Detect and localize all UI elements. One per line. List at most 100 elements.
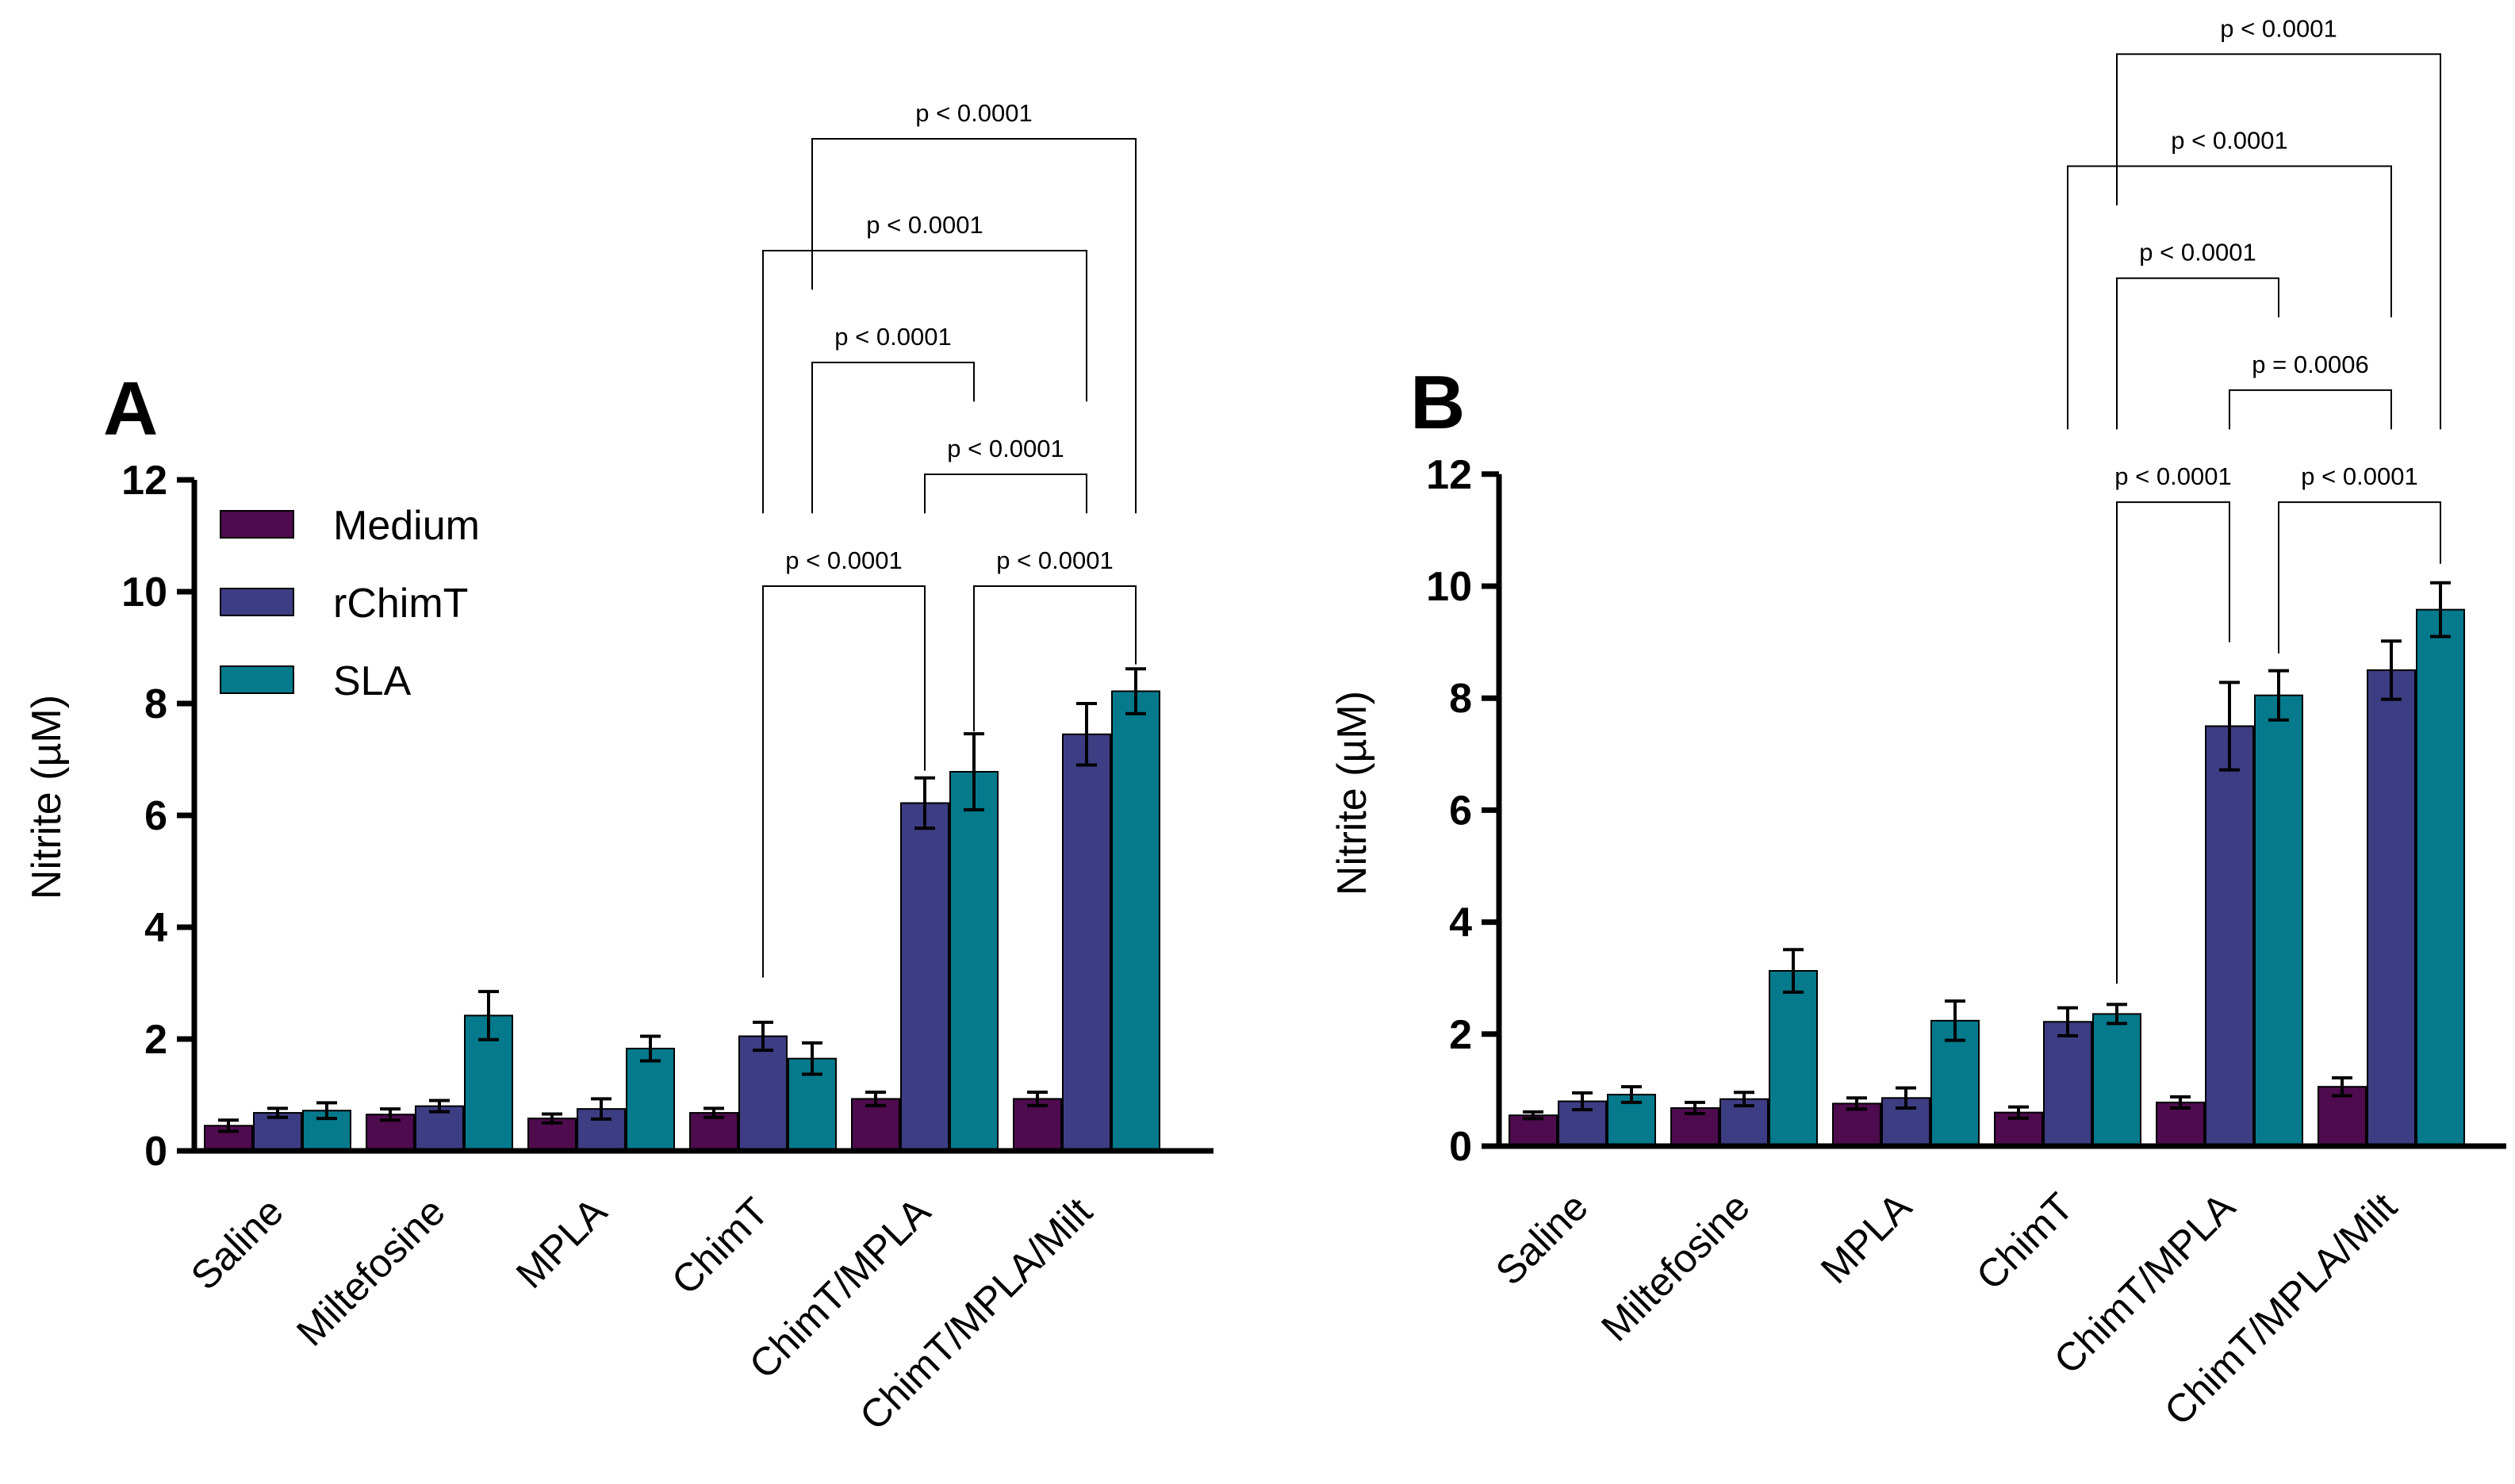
y-tick-label: 12 — [1426, 452, 1472, 498]
error-bar-chimt-mpla-milt-medium — [1027, 1090, 1048, 1107]
error-bar-chimt-mpla-milt-sla — [1125, 667, 1146, 715]
bar-chimt-mpla-rchimt — [2205, 725, 2254, 1147]
y-axis-title: Nitrite (µM) — [24, 695, 70, 899]
significance-bracket — [973, 585, 1137, 732]
error-bar-miltefosine-medium — [1685, 1100, 1705, 1116]
panel-letter: B — [1410, 360, 1465, 445]
y-axis-title: Nitrite (µM) — [1329, 691, 1375, 895]
significance-bracket — [2067, 165, 2392, 430]
significance-bracket — [2116, 501, 2230, 984]
category-label-saline: Saline — [182, 1189, 292, 1298]
y-tick-label: 12 — [121, 458, 167, 504]
error-bar-chimt-mpla-medium — [2170, 1095, 2191, 1110]
bar-chimt-sla — [788, 1057, 837, 1152]
bar-saline-rchimt — [253, 1112, 302, 1152]
significance-bracket — [2116, 53, 2441, 430]
category-label-miltefosine: Miltefosine — [288, 1189, 454, 1355]
legend: Medium rChimT SLA — [220, 503, 480, 704]
bar-chimt-mpla-medium — [2156, 1101, 2205, 1148]
significance-bracket — [2116, 277, 2279, 430]
error-bar-chimt-mpla-sla — [964, 732, 984, 811]
p-value-label: p < 0.0001 — [785, 546, 902, 574]
bar-mpla-sla — [626, 1047, 675, 1152]
p-value-label: p < 0.0001 — [947, 435, 1064, 462]
error-bar-chimt-rchimt — [2057, 1006, 2078, 1037]
p-value-label: p < 0.0001 — [866, 211, 983, 239]
error-bar-miltefosine-sla — [478, 990, 499, 1041]
error-bar-chimt-mpla-rchimt — [2219, 681, 2240, 772]
error-bar-chimt-sla — [2107, 1003, 2127, 1026]
p-value-label: p < 0.0001 — [915, 99, 1032, 127]
error-bar-chimt-mpla-sla — [2268, 669, 2289, 722]
legend-label-rchimt: rChimT — [333, 581, 468, 627]
category-label-saline: Saline — [1487, 1184, 1597, 1294]
p-value-label: p < 0.0001 — [834, 323, 951, 351]
error-bar-chimt-sla — [802, 1041, 822, 1076]
error-bar-saline-sla — [1621, 1085, 1642, 1104]
p-value-label: p = 0.0006 — [2252, 351, 2368, 378]
p-value-label: p < 0.0001 — [2114, 462, 2231, 490]
bar-saline-medium — [1509, 1114, 1558, 1148]
y-tick-label: 0 — [144, 1129, 167, 1175]
bar-chimt-sla — [2092, 1013, 2141, 1148]
error-bar-saline-rchimt — [267, 1106, 288, 1119]
bar-chimt-mpla-sla — [949, 771, 999, 1152]
legend-swatch-medium — [220, 510, 294, 539]
bar-chimt-mpla-sla — [2254, 694, 2303, 1147]
p-value-label: p < 0.0001 — [996, 546, 1113, 574]
bar-chimt-mpla-milt-rchimt — [1062, 733, 1111, 1152]
bar-chimt-mpla-milt-rchimt — [2367, 669, 2416, 1147]
bar-chimt-mpla-milt-sla — [2416, 608, 2465, 1147]
significance-bracket — [762, 585, 926, 978]
error-bar-mpla-rchimt — [1896, 1086, 1916, 1110]
y-tick-label: 2 — [144, 1017, 167, 1063]
error-bar-saline-sla — [316, 1101, 337, 1121]
error-bar-chimt-mpla-milt-rchimt — [2381, 639, 2402, 701]
error-bar-chimt-mpla-medium — [865, 1090, 886, 1107]
error-bar-chimt-rchimt — [753, 1020, 773, 1053]
category-label-miltefosine: Miltefosine — [1593, 1184, 1758, 1350]
error-bar-saline-rchimt — [1572, 1091, 1593, 1112]
category-label-mpla: MPLA — [1812, 1184, 1920, 1292]
significance-bracket — [924, 473, 1087, 514]
error-bar-mpla-sla — [640, 1034, 661, 1063]
bar-miltefosine-sla — [1769, 970, 1818, 1147]
legend-label-medium: Medium — [333, 503, 480, 549]
y-tick-label: 4 — [144, 905, 167, 951]
y-tick-label: 4 — [1449, 900, 1472, 946]
bar-chimt-rchimt — [2043, 1021, 2092, 1147]
significance-bracket — [762, 249, 1087, 514]
error-bar-mpla-medium — [542, 1112, 562, 1125]
p-value-label: p < 0.0001 — [2301, 462, 2417, 490]
error-bar-chimt-mpla-rchimt — [914, 776, 935, 830]
error-bar-chimt-mpla-milt-rchimt — [1076, 702, 1097, 767]
error-bar-chimt-medium — [2008, 1105, 2029, 1120]
y-tick-label: 0 — [1449, 1124, 1472, 1170]
y-tick-label: 6 — [144, 793, 167, 839]
category-label-chimt: ChimT — [663, 1189, 777, 1303]
error-bar-chimt-mpla-milt-sla — [2430, 581, 2451, 638]
error-bar-mpla-rchimt — [591, 1097, 611, 1121]
legend-swatch-rchimt — [220, 588, 294, 616]
y-tick-label: 8 — [1449, 676, 1472, 722]
y-tick-label: 2 — [1449, 1012, 1472, 1058]
error-bar-mpla-medium — [1846, 1096, 1867, 1111]
category-label-chimt: ChimT — [1968, 1184, 2082, 1298]
y-tick-label: 6 — [1449, 788, 1472, 834]
error-bar-saline-medium — [1523, 1110, 1543, 1121]
significance-bracket — [2229, 389, 2392, 430]
significance-bracket — [811, 137, 1137, 514]
p-value-label: p < 0.0001 — [2220, 14, 2337, 42]
error-bar-chimt-mpla-milt-medium — [2332, 1076, 2352, 1098]
error-bar-miltefosine-rchimt — [1734, 1091, 1754, 1108]
y-tick-label: 8 — [144, 681, 167, 727]
error-bar-saline-medium — [218, 1118, 239, 1133]
bar-chimt-rchimt — [738, 1035, 788, 1152]
category-label-mpla: MPLA — [508, 1189, 615, 1297]
p-value-label: p < 0.0001 — [2171, 127, 2287, 155]
bar-chimt-mpla-rchimt — [900, 802, 949, 1152]
significance-bracket — [811, 361, 975, 514]
error-bar-miltefosine-rchimt — [429, 1099, 450, 1114]
panel-letter: A — [103, 366, 158, 451]
